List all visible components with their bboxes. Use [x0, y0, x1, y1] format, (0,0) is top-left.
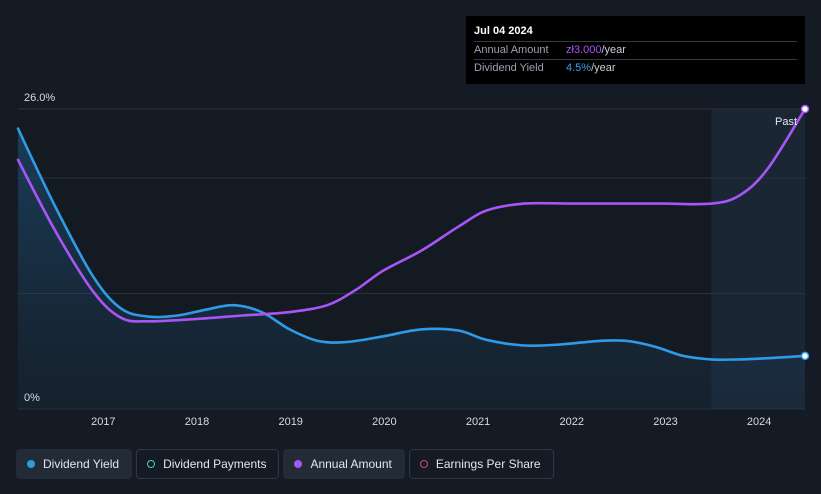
legend-dividend-yield[interactable]: Dividend Yield	[16, 449, 133, 479]
y-tick-label: 26.0%	[24, 92, 55, 104]
hollow-dot-icon	[419, 460, 428, 468]
legend-annual-amount[interactable]: Annual Amount	[283, 449, 405, 479]
x-tick-label: 2024	[747, 416, 771, 428]
x-tick-label: 2021	[466, 416, 490, 428]
tooltip-value: 4.5%	[566, 62, 592, 74]
y-tick-labels: 26.0% 0%	[24, 92, 55, 404]
x-tick-label: 2023	[653, 416, 677, 428]
tooltip-label: Dividend Yield	[474, 62, 544, 74]
legend: Dividend Yield Dividend Payments Annual …	[16, 449, 554, 481]
dividend-yield-line	[16, 127, 807, 362]
filled-dot-icon	[27, 460, 35, 468]
hollow-dot-icon	[147, 460, 156, 468]
tooltip-unit: /year	[601, 44, 626, 56]
past-label: Past	[775, 116, 797, 128]
annual-amount-line	[16, 107, 807, 323]
x-tick-label: 2018	[185, 416, 209, 428]
legend-earnings-per-share[interactable]: Earnings Per Share	[408, 449, 554, 479]
x-tick-label: 2017	[91, 416, 115, 428]
tooltip-unit: /year	[591, 62, 616, 74]
legend-label: Dividend Payments	[163, 457, 267, 471]
annual-amount-end-marker	[800, 104, 810, 114]
legend-dividend-payments[interactable]: Dividend Payments	[136, 449, 280, 479]
x-tick-label: 2020	[372, 416, 396, 428]
series-layer	[16, 107, 807, 409]
tooltip: Jul 04 2024 Annual Amount zł3.000 /year …	[466, 16, 805, 84]
tooltip-date: Jul 04 2024	[474, 24, 797, 42]
legend-label: Earnings Per Share	[435, 457, 541, 471]
dividend-yield-area	[18, 128, 805, 409]
legend-label: Annual Amount	[310, 457, 392, 471]
legend-label: Dividend Yield	[43, 457, 120, 471]
x-tick-label: 2022	[560, 416, 584, 428]
dividend-yield-end-marker	[800, 351, 810, 361]
tooltip-row-dividend-yield: Dividend Yield 4.5% /year	[474, 60, 797, 77]
gridlines	[18, 108, 805, 294]
end-markers	[800, 104, 810, 361]
x-tick-labels: 2017 2018 2019 2020 2021 2022 2023 2024	[91, 416, 771, 428]
tooltip-label: Annual Amount	[474, 44, 549, 56]
tooltip-row-annual-amount: Annual Amount zł3.000 /year	[474, 42, 797, 60]
x-tick-label: 2019	[278, 416, 302, 428]
filled-dot-icon	[294, 460, 303, 468]
y-tick-label: 0%	[24, 392, 40, 404]
tooltip-value: zł3.000	[566, 44, 602, 56]
